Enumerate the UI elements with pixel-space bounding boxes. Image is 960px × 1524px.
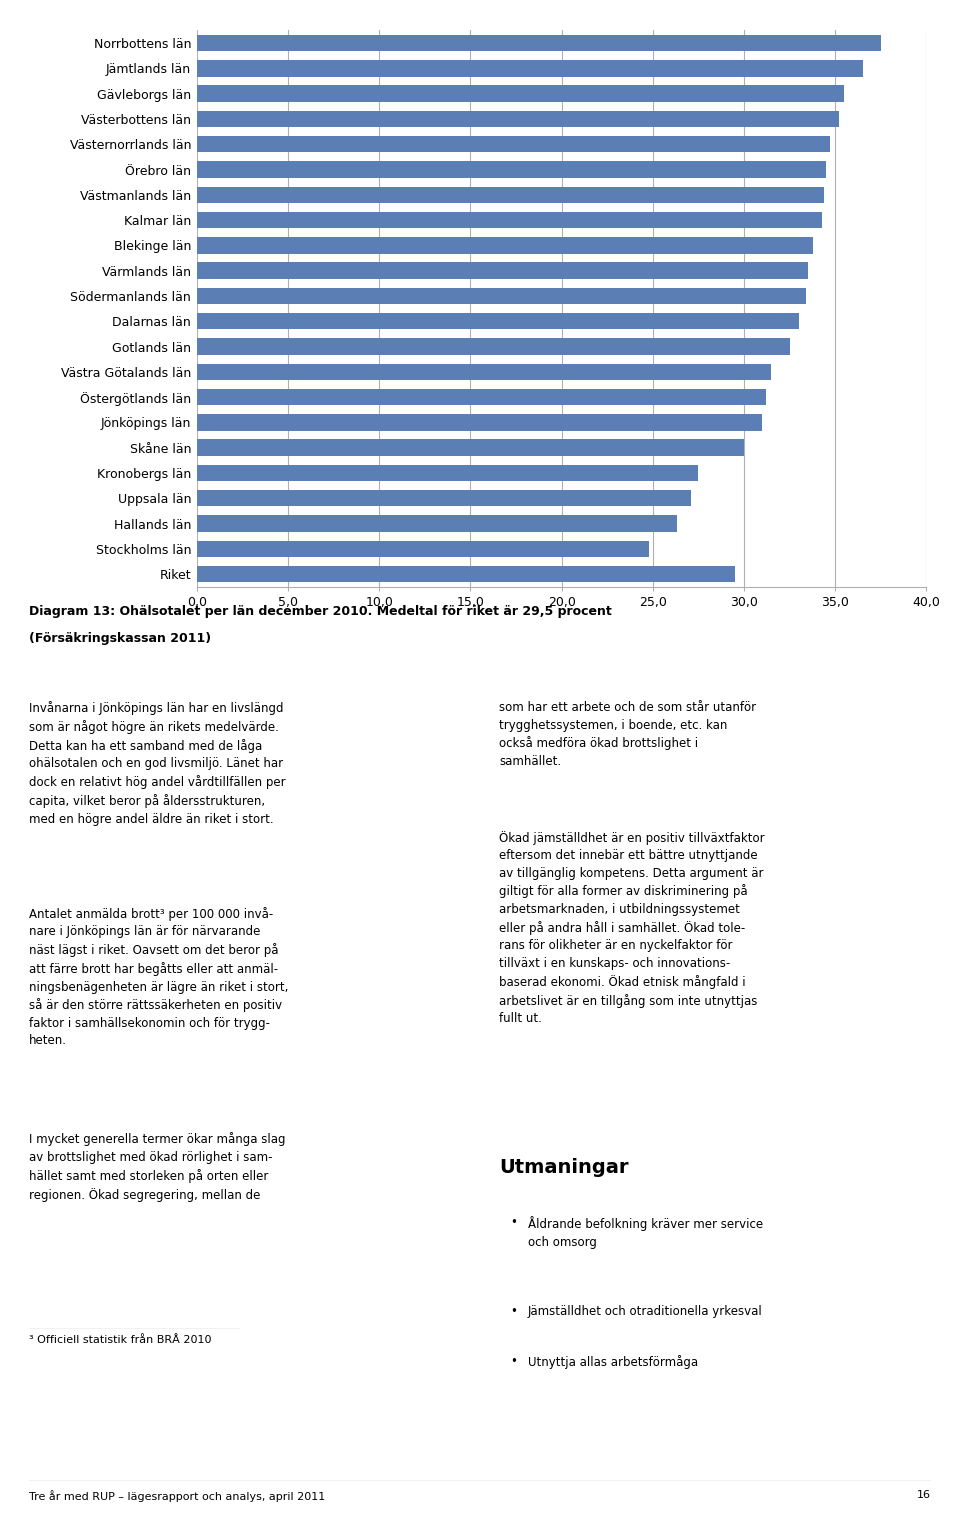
Bar — [197, 565, 735, 582]
Bar — [197, 186, 825, 203]
Bar — [197, 59, 863, 76]
Bar — [197, 85, 845, 102]
Bar — [197, 262, 808, 279]
Text: •: • — [511, 1355, 517, 1369]
Text: •: • — [511, 1305, 517, 1318]
Bar — [197, 439, 744, 456]
Bar — [197, 364, 772, 379]
Text: ³ Officiell statistik från BRÅ 2010: ³ Officiell statistik från BRÅ 2010 — [29, 1335, 211, 1346]
Bar — [197, 515, 677, 532]
Bar — [197, 389, 766, 405]
Text: Åldrande befolkning kräver mer service
och omsorg: Åldrande befolkning kräver mer service o… — [528, 1216, 763, 1248]
Bar — [197, 136, 829, 152]
Bar — [197, 491, 691, 506]
Text: Jämställdhet och otraditionella yrkesval: Jämställdhet och otraditionella yrkesval — [528, 1305, 763, 1318]
Bar — [197, 541, 649, 558]
Text: som har ett arbete och de som står utanför
trygghetssystemen, i boende, etc. kan: som har ett arbete och de som står utanf… — [499, 701, 756, 768]
Text: Diagram 13: Ohälsotalet per län december 2010. Medeltal för riket är 29,5 procen: Diagram 13: Ohälsotalet per län december… — [29, 605, 612, 619]
Bar — [197, 238, 813, 253]
Bar — [197, 111, 839, 126]
Text: I mycket generella termer ökar många slag
av brottslighet med ökad rörlighet i s: I mycket generella termer ökar många sla… — [29, 1132, 285, 1201]
Bar — [197, 465, 699, 482]
Bar — [197, 415, 762, 431]
Text: (Försäkringskassan 2011): (Försäkringskassan 2011) — [29, 632, 211, 646]
Bar — [197, 312, 799, 329]
Text: 16: 16 — [917, 1490, 931, 1501]
Bar — [197, 212, 823, 229]
Text: Invånarna i Jönköpings län har en livslängd
som är något högre än rikets medelvä: Invånarna i Jönköpings län har en livslä… — [29, 701, 285, 826]
Text: Utnyttja allas arbetsförmåga: Utnyttja allas arbetsförmåga — [528, 1355, 698, 1369]
Text: Ökad jämställdhet är en positiv tillväxtfaktor
eftersom det innebär ett bättre u: Ökad jämställdhet är en positiv tillväxt… — [499, 831, 765, 1026]
Bar — [197, 288, 806, 305]
Text: Antalet anmälda brott³ per 100 000 invå-
nare i Jönköpings län är för närvarande: Antalet anmälda brott³ per 100 000 invå-… — [29, 907, 288, 1047]
Bar — [197, 338, 789, 355]
Bar — [197, 35, 881, 52]
Bar — [197, 162, 826, 178]
Text: Tre år med RUP – lägesrapport och analys, april 2011: Tre år med RUP – lägesrapport och analys… — [29, 1490, 325, 1503]
Text: •: • — [511, 1216, 517, 1230]
Text: Utmaningar: Utmaningar — [499, 1158, 629, 1177]
